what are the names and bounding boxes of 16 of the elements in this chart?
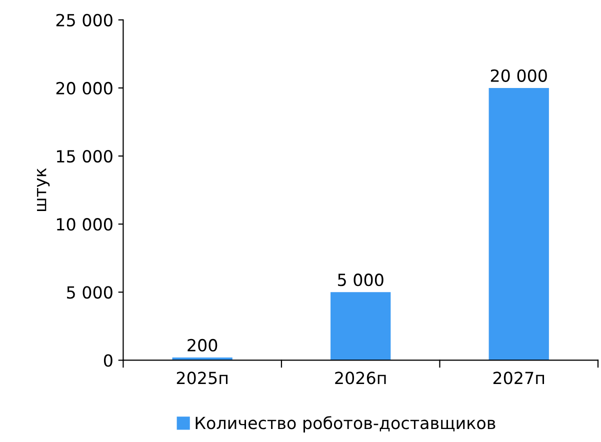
data-label: 5 000 bbox=[338, 274, 384, 286]
x-tick-label: 2026п bbox=[335, 372, 386, 384]
y-tick-label: 0 bbox=[104, 354, 112, 367]
x-tick-label: 2025п bbox=[176, 372, 228, 384]
y-tick-label: 20 000 bbox=[56, 82, 112, 95]
x-tick-label: 2027п bbox=[493, 372, 544, 384]
y-tick-label: 5 000 bbox=[67, 286, 112, 299]
legend-label: Количество роботов-доставщиков bbox=[196, 416, 496, 432]
y-tick-label: 15 000 bbox=[56, 150, 112, 163]
y-tick-label: 25 000 bbox=[56, 14, 112, 26]
data-label: 200 bbox=[188, 338, 218, 352]
y-tick-label: 10 000 bbox=[56, 218, 112, 231]
bar bbox=[330, 292, 391, 360]
data-label: 20 000 bbox=[490, 69, 547, 82]
bar bbox=[488, 88, 549, 360]
y-axis-title: штук bbox=[37, 168, 50, 211]
